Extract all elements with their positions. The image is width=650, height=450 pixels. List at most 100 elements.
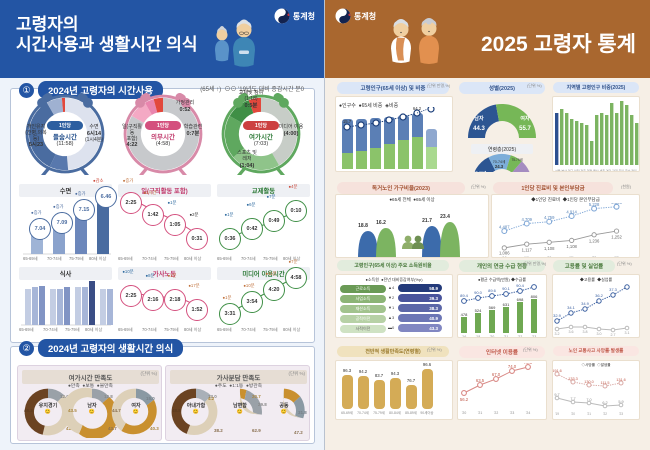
svg-text:'22: '22 — [494, 411, 499, 415]
svg-text:34.1: 34.1 — [567, 305, 576, 310]
svg-text:4,759: 4,759 — [544, 215, 555, 220]
svg-text:24.3: 24.3 — [495, 164, 504, 169]
svg-text:37.3: 37.3 — [609, 287, 618, 292]
svg-text:111.5: 111.5 — [601, 381, 610, 385]
svg-text:631: 631 — [503, 302, 510, 307]
svg-text:4,709: 4,709 — [521, 217, 532, 222]
svg-text:94.2: 94.2 — [359, 369, 368, 374]
svg-text:524: 524 — [475, 308, 482, 313]
svg-text:'22: '22 — [603, 412, 607, 416]
svg-text:75-79세: 75-79세 — [511, 157, 522, 162]
svg-text:'72: '72 — [428, 171, 434, 172]
svg-text:89.4: 89.4 — [460, 293, 469, 298]
svg-text:23.4: 23.4 — [440, 214, 450, 220]
svg-text:130.0: 130.0 — [584, 380, 594, 384]
svg-text:'24: '24 — [526, 411, 531, 415]
svg-text:85-89세: 85-89세 — [405, 410, 417, 415]
svg-text:'21: '21 — [587, 412, 591, 416]
svg-text:44.3: 44.3 — [473, 126, 485, 132]
svg-text:6.2: 6.2 — [602, 401, 607, 405]
svg-text:3.1: 3.1 — [625, 331, 630, 335]
svg-text:806: 806 — [531, 294, 538, 299]
svg-text:'18: '18 — [502, 256, 507, 258]
svg-text:38.2: 38.2 — [623, 283, 632, 284]
svg-text:67.0: 67.0 — [492, 372, 501, 377]
svg-text:3.6: 3.6 — [569, 330, 574, 334]
svg-text:32.9: 32.9 — [553, 313, 562, 318]
svg-text:89.6: 89.6 — [488, 288, 497, 293]
svg-text:21.7: 21.7 — [422, 218, 432, 224]
svg-text:1,108: 1,108 — [566, 244, 577, 249]
svg-text:478: 478 — [461, 312, 468, 317]
svg-text:76.7: 76.7 — [407, 378, 416, 383]
svg-text:7.7: 7.7 — [570, 397, 575, 401]
svg-text:75-79세: 75-79세 — [373, 410, 385, 415]
svg-text:15.7: 15.7 — [343, 119, 352, 124]
svg-text:'18: '18 — [476, 335, 481, 338]
svg-text:5,306: 5,306 — [611, 203, 622, 205]
svg-text:'21: '21 — [504, 335, 509, 338]
svg-text:74.0: 74.0 — [508, 364, 517, 369]
svg-text:'23: '23 — [619, 412, 623, 416]
svg-text:'15: '15 — [344, 171, 350, 172]
svg-text:'20: '20 — [547, 256, 552, 258]
svg-text:83.7: 83.7 — [375, 373, 384, 378]
svg-text:1,086: 1,086 — [499, 250, 510, 255]
svg-text:5.9: 5.9 — [618, 400, 623, 404]
svg-text:여자: 여자 — [520, 115, 530, 122]
svg-text:90세이상: 90세이상 — [420, 410, 433, 415]
svg-text:'21: '21 — [478, 411, 483, 415]
svg-text:'23: '23 — [614, 256, 619, 258]
svg-text:90.0: 90.0 — [530, 283, 539, 284]
svg-text:'19: '19 — [525, 256, 530, 258]
svg-text:65-69세: 65-69세 — [474, 170, 487, 172]
svg-text:7.0: 7.0 — [586, 398, 591, 402]
svg-text:'60: '60 — [414, 171, 420, 172]
svg-text:'23: '23 — [510, 411, 515, 415]
svg-text:4,487: 4,487 — [499, 224, 510, 229]
svg-text:90.1: 90.1 — [502, 286, 511, 291]
svg-text:698: 698 — [517, 297, 524, 302]
svg-text:191.6: 191.6 — [553, 369, 562, 373]
svg-text:남자: 남자 — [474, 115, 484, 122]
svg-text:131.6: 131.6 — [616, 378, 626, 382]
svg-text:5,228: 5,228 — [589, 203, 600, 207]
svg-text:'23: '23 — [532, 335, 537, 338]
svg-text:4,914: 4,914 — [566, 209, 577, 214]
svg-text:'20: '20 — [490, 335, 495, 338]
svg-text:55.7: 55.7 — [519, 126, 531, 132]
svg-text:3.0: 3.0 — [597, 332, 602, 336]
svg-text:90.4: 90.4 — [516, 283, 525, 288]
svg-text:70-74세: 70-74세 — [357, 410, 369, 415]
svg-text:'20: '20 — [462, 411, 467, 415]
svg-text:1,117: 1,117 — [522, 248, 533, 253]
svg-text:80-84세: 80-84세 — [389, 410, 401, 415]
svg-text:9.7: 9.7 — [554, 393, 559, 397]
svg-text:76.9: 76.9 — [524, 363, 533, 365]
svg-text:'40: '40 — [386, 171, 392, 172]
svg-text:34.9: 34.9 — [581, 301, 590, 306]
svg-text:16.2: 16.2 — [376, 220, 386, 226]
svg-text:96.6: 96.6 — [423, 363, 432, 367]
svg-text:'50: '50 — [400, 171, 406, 172]
svg-text:'16: '16 — [462, 335, 467, 338]
svg-text:'22: '22 — [592, 256, 597, 258]
svg-text:96.3: 96.3 — [343, 368, 352, 373]
svg-text:1,252: 1,252 — [611, 235, 622, 240]
svg-text:'20: '20 — [571, 412, 575, 416]
svg-text:'19: '19 — [555, 412, 559, 416]
svg-text:'21: '21 — [569, 256, 574, 258]
svg-text:'22: '22 — [518, 335, 523, 338]
svg-text:3.2: 3.2 — [555, 332, 560, 336]
svg-text:3.8: 3.8 — [583, 330, 588, 334]
svg-text:'20: '20 — [373, 171, 379, 172]
svg-text:18.8: 18.8 — [358, 223, 368, 229]
svg-text:1,108: 1,108 — [544, 246, 555, 251]
svg-text:2.7: 2.7 — [611, 333, 616, 337]
svg-text:64.2: 64.2 — [413, 107, 422, 111]
svg-text:'19: '19 — [358, 171, 364, 172]
svg-text:36.2: 36.2 — [595, 293, 604, 298]
svg-text:569: 569 — [489, 305, 496, 310]
svg-text:65-69세: 65-69세 — [341, 410, 353, 415]
svg-text:56.2: 56.2 — [460, 397, 469, 402]
